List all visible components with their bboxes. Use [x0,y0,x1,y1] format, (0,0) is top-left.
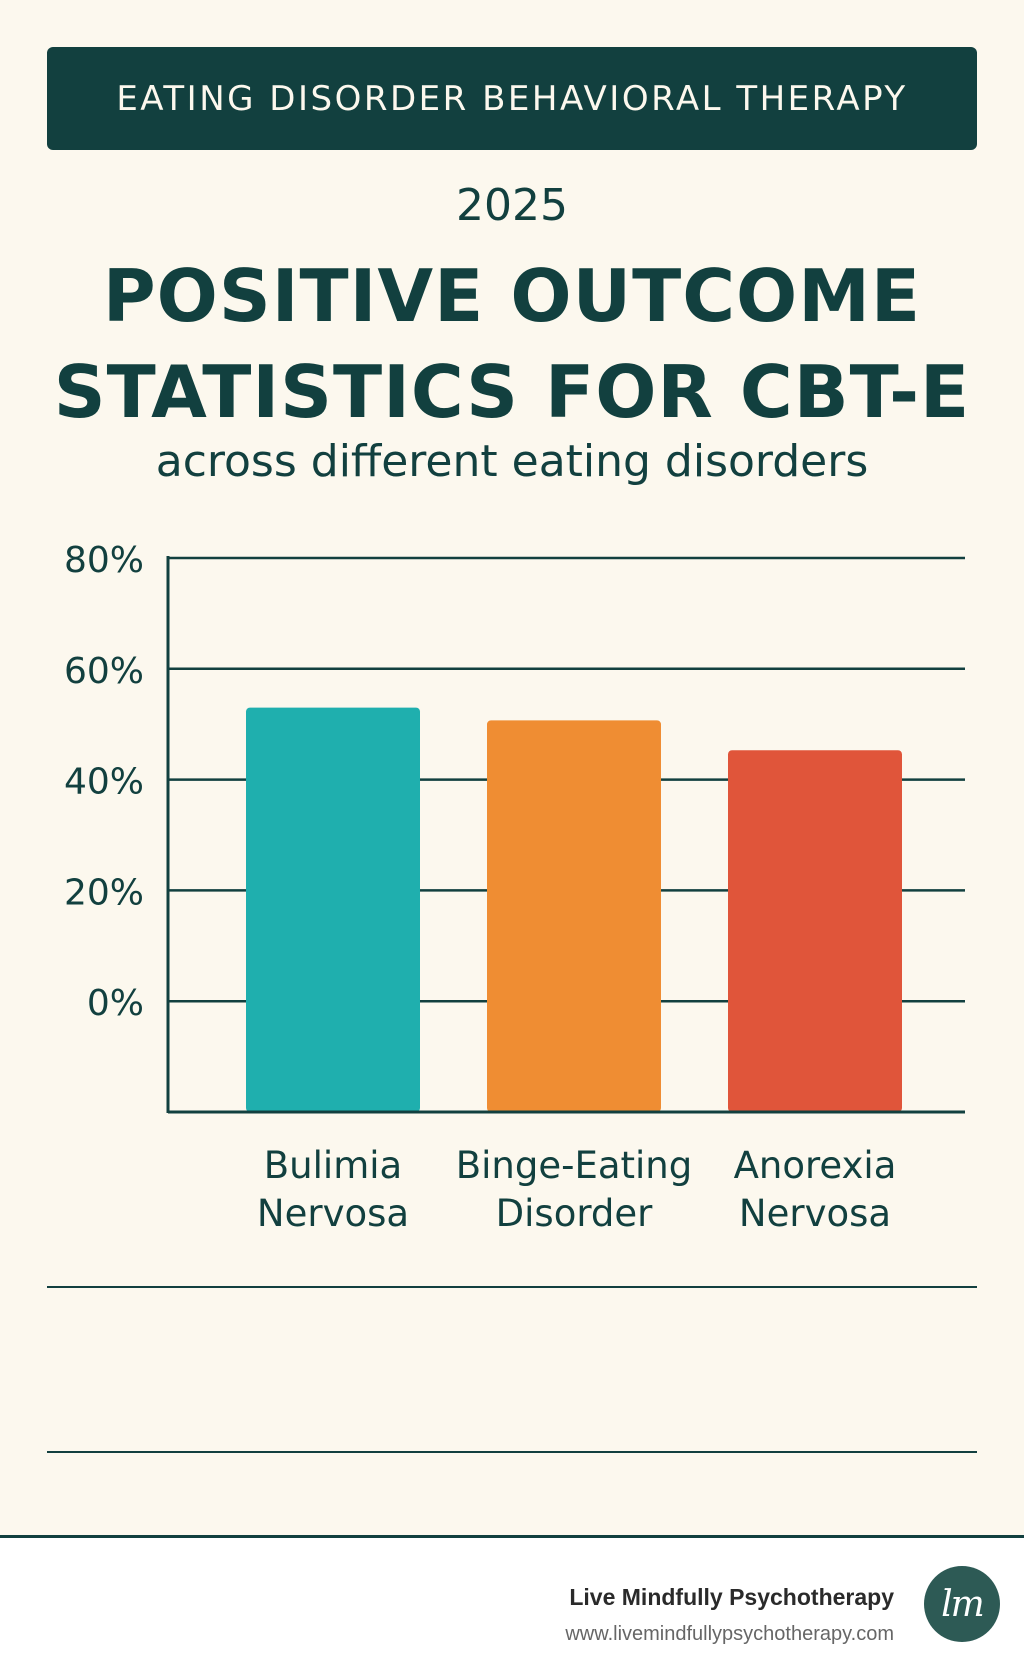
banner-text: EATING DISORDER BEHAVIORAL THERAPY [116,78,908,119]
x-category-label: Nervosa [739,1192,891,1230]
x-category-label: Disorder [496,1192,653,1230]
bar [246,707,420,1112]
brand-url: www.livemindfullypsychotherapy.com [565,1623,894,1645]
logo-text: lm [941,1583,985,1625]
x-category-label: Anorexia [734,1144,897,1187]
page-subtitle: across different eating disorders [155,436,869,487]
divider-bottom [47,1451,977,1453]
x-category-label: Bulimia [264,1144,402,1187]
y-tick-label: 60% [64,651,144,692]
brand-name: Live Mindfully Psychotherapy [569,1584,894,1610]
y-tick-label: 20% [64,872,144,913]
page-title: POSITIVE OUTCOME STATISTICS FOR CBT-E [0,248,1024,440]
y-tick-label: 40% [64,762,144,803]
title-banner: EATING DISORDER BEHAVIORAL THERAPY [47,47,977,150]
divider-top [47,1286,977,1288]
title-line-1: POSITIVE OUTCOME [102,254,922,338]
brand-logo-icon: lm [924,1566,1000,1642]
year-label: 2025 [456,180,568,231]
x-category-label: Nervosa [257,1192,409,1230]
y-tick-label: 0% [87,983,144,1024]
footer: Live Mindfully Psychotherapy www.livemin… [0,1535,1024,1669]
bar [728,750,902,1112]
x-category-label: Binge-Eating [456,1144,693,1187]
bar [487,720,661,1112]
bar-chart: 80% 60% 40% 20% 0% Bulimia Nervosa Binge-Eating… [64,540,965,1230]
title-line-2: STATISTICS FOR CBT-E [53,350,971,434]
y-tick-label: 80% [64,540,144,581]
